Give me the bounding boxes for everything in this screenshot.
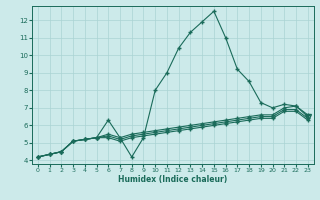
X-axis label: Humidex (Indice chaleur): Humidex (Indice chaleur) <box>118 175 228 184</box>
